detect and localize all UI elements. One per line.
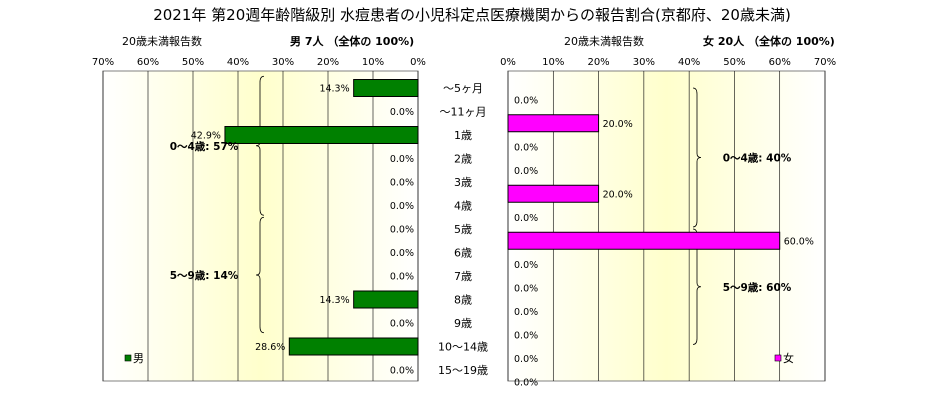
female-bar bbox=[507, 231, 781, 250]
chart-title: 2021年 第20週年齢階級別 水痘患者の小児科定点医療機関からの報告割合(京都… bbox=[153, 6, 791, 24]
male-header-total: 男 7人 （全体の 100%) bbox=[290, 34, 414, 48]
category-label: 1歳 bbox=[454, 129, 472, 142]
bars bbox=[224, 79, 781, 356]
category-label: 8歳 bbox=[454, 294, 472, 307]
female-data-label: 0.0% bbox=[514, 213, 538, 224]
female-data-label: 0.0% bbox=[514, 283, 538, 294]
female-x-tick-label: 30% bbox=[633, 57, 655, 68]
male-group-annotation: 0～4歳: 57% bbox=[170, 140, 239, 153]
female-x-tick-label: 0% bbox=[500, 57, 516, 68]
female-data-label: 0.0% bbox=[514, 354, 538, 365]
labels: 70% 60% 50% 40% 30% 20% 10% 0% 0% 10% 20% 30% 40% 50%… bbox=[92, 57, 836, 388]
category-label: 6歳 bbox=[454, 247, 472, 260]
male-bar bbox=[353, 79, 419, 97]
female-data-label: 0.0% bbox=[514, 330, 538, 341]
male-data-label: 14.3% bbox=[319, 84, 349, 95]
category-label: 9歳 bbox=[454, 317, 472, 330]
male-data-label: 0.0% bbox=[390, 107, 414, 118]
female-group-annotation: 0～4歳: 40% bbox=[723, 152, 792, 165]
male-group-bracket bbox=[255, 75, 265, 216]
male-bar bbox=[288, 337, 419, 356]
male-x-tick-label: 10% bbox=[362, 57, 384, 68]
female-bar bbox=[507, 114, 600, 133]
category-label: 2歳 bbox=[454, 153, 472, 166]
category-label: 4歳 bbox=[454, 200, 472, 213]
female-x-tick-label: 40% bbox=[678, 57, 700, 68]
category-label: ～5ヶ月 bbox=[443, 82, 483, 95]
female-data-label: 20.0% bbox=[603, 189, 633, 200]
male-data-label: 0.0% bbox=[390, 225, 414, 236]
male-data-label: 0.0% bbox=[390, 366, 414, 377]
female-header-count-label: 20歳未満報告数 bbox=[564, 35, 644, 48]
male-x-tick-label: 0% bbox=[410, 57, 426, 68]
male-data-label: 0.0% bbox=[390, 319, 414, 330]
female-legend-swatch bbox=[774, 354, 782, 362]
male-x-tick-label: 30% bbox=[272, 57, 294, 68]
male-data-label: 0.0% bbox=[390, 272, 414, 283]
female-data-label: 0.0% bbox=[514, 377, 538, 388]
category-label: 10～14歳 bbox=[438, 341, 488, 354]
female-data-label: 20.0% bbox=[603, 119, 633, 130]
female-x-tick-label: 10% bbox=[542, 57, 564, 68]
female-x-tick-label: 70% bbox=[814, 57, 836, 68]
female-x-tick-label: 50% bbox=[723, 57, 745, 68]
female-bar bbox=[507, 184, 600, 203]
male-legend-label: 男 bbox=[133, 352, 144, 365]
male-legend-swatch bbox=[124, 354, 132, 362]
male-x-tick-label: 40% bbox=[227, 57, 249, 68]
male-data-label: 42.9% bbox=[191, 131, 221, 142]
female-legend-label: 女 bbox=[783, 351, 794, 365]
female-data-label: 60.0% bbox=[784, 236, 814, 247]
male-group-annotation: 5～9歳: 14% bbox=[170, 269, 239, 282]
male-x-tick-label: 60% bbox=[137, 57, 159, 68]
male-group-bracket bbox=[255, 216, 265, 334]
category-label: 7歳 bbox=[454, 270, 472, 283]
male-x-tick-label: 20% bbox=[317, 57, 339, 68]
male-x-tick-label: 50% bbox=[182, 57, 204, 68]
female-data-label: 0.0% bbox=[514, 166, 538, 177]
male-header-count-label: 20歳未満報告数 bbox=[122, 35, 202, 48]
male-plot-area bbox=[102, 70, 419, 382]
category-label: 15～19歳 bbox=[438, 364, 488, 377]
category-label: ～11ヶ月 bbox=[440, 106, 487, 119]
female-header-total: 女 20人 （全体の 100%) bbox=[703, 34, 835, 48]
category-label: 5歳 bbox=[454, 223, 472, 236]
female-group-bracket bbox=[692, 87, 702, 228]
male-data-label: 0.0% bbox=[390, 154, 414, 165]
female-data-label: 0.0% bbox=[514, 260, 538, 271]
male-data-label: 28.6% bbox=[255, 342, 285, 353]
female-x-tick-label: 60% bbox=[769, 57, 791, 68]
male-x-tick-label: 70% bbox=[92, 57, 114, 68]
male-bar bbox=[224, 126, 419, 144]
male-data-label: 0.0% bbox=[390, 248, 414, 259]
male-data-label: 14.3% bbox=[319, 295, 349, 306]
male-data-label: 0.0% bbox=[390, 201, 414, 212]
female-data-label: 0.0% bbox=[514, 142, 538, 153]
female-group-annotation: 5～9歳: 60% bbox=[723, 281, 792, 294]
category-label: 3歳 bbox=[454, 176, 472, 189]
female-data-label: 0.0% bbox=[514, 307, 538, 318]
female-data-label: 0.0% bbox=[514, 95, 538, 106]
male-bar bbox=[353, 290, 419, 309]
female-x-tick-label: 20% bbox=[587, 57, 609, 68]
male-data-label: 0.0% bbox=[390, 178, 414, 189]
